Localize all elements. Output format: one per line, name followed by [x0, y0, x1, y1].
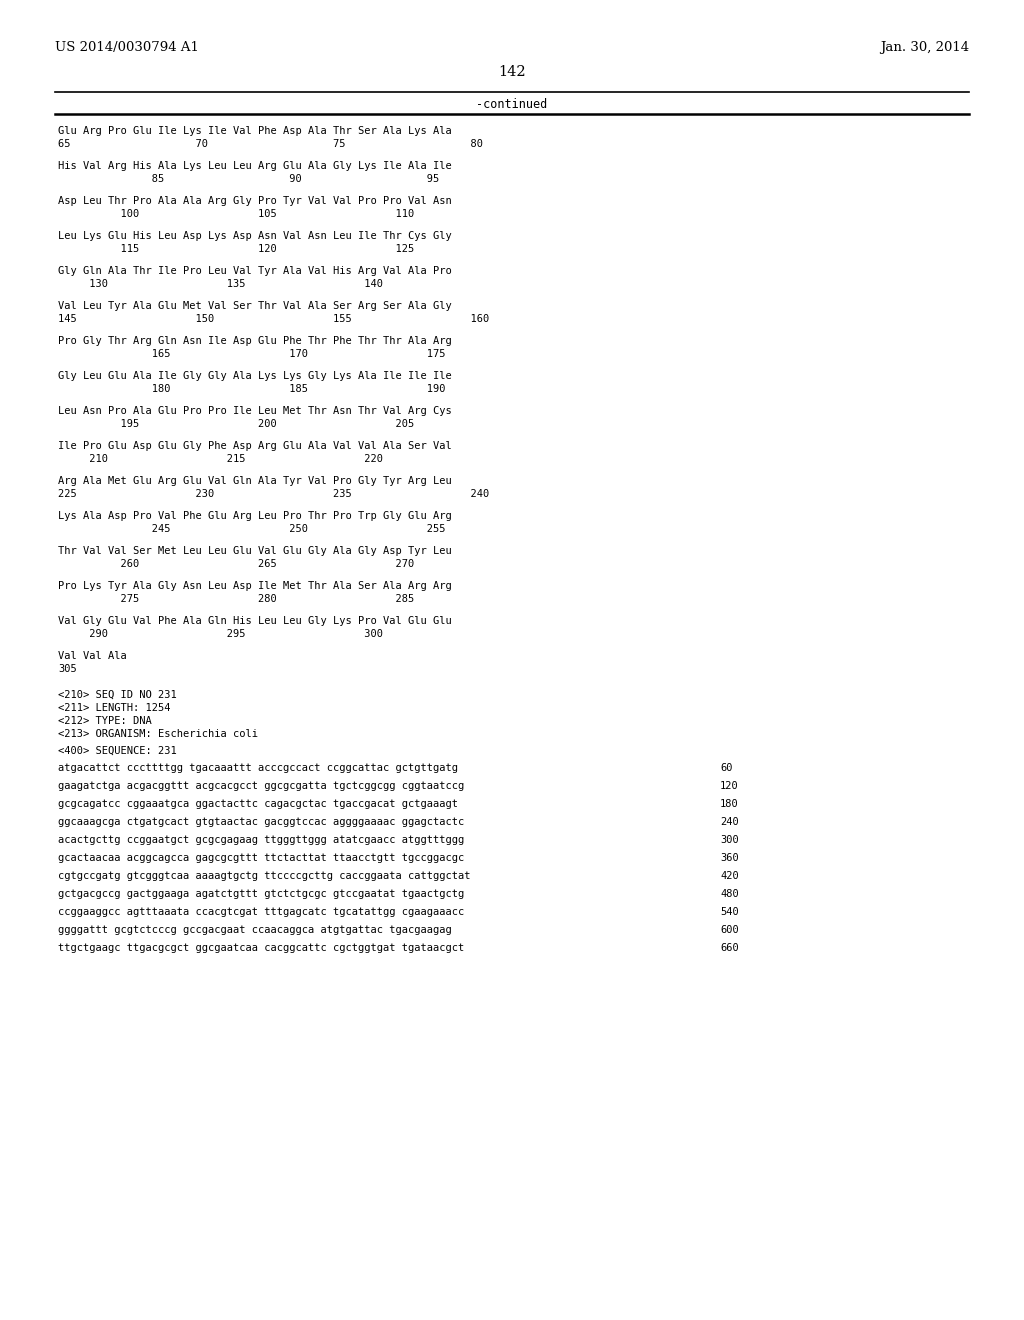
Text: Gly Gln Ala Thr Ile Pro Leu Val Tyr Ala Val His Arg Val Ala Pro: Gly Gln Ala Thr Ile Pro Leu Val Tyr Ala …: [58, 267, 452, 276]
Text: Leu Lys Glu His Leu Asp Lys Asp Asn Val Asn Leu Ile Thr Cys Gly: Leu Lys Glu His Leu Asp Lys Asp Asn Val …: [58, 231, 452, 242]
Text: Jan. 30, 2014: Jan. 30, 2014: [880, 41, 969, 54]
Text: 180                   185                   190: 180 185 190: [58, 384, 445, 393]
Text: ccggaaggcc agtttaaata ccacgtcgat tttgagcatc tgcatattgg cgaagaaacc: ccggaaggcc agtttaaata ccacgtcgat tttgagc…: [58, 907, 464, 917]
Text: 275                   280                   285: 275 280 285: [58, 594, 415, 605]
Text: Gly Leu Glu Ala Ile Gly Gly Ala Lys Lys Gly Lys Ala Ile Ile Ile: Gly Leu Glu Ala Ile Gly Gly Ala Lys Lys …: [58, 371, 452, 381]
Text: 480: 480: [720, 888, 738, 899]
Text: atgacattct cccttttgg tgacaaattt acccgccact ccggcattac gctgttgatg: atgacattct cccttttgg tgacaaattt acccgcca…: [58, 763, 458, 774]
Text: <211> LENGTH: 1254: <211> LENGTH: 1254: [58, 704, 171, 713]
Text: Asp Leu Thr Pro Ala Ala Arg Gly Pro Tyr Val Val Pro Pro Val Asn: Asp Leu Thr Pro Ala Ala Arg Gly Pro Tyr …: [58, 195, 452, 206]
Text: 290                   295                   300: 290 295 300: [58, 630, 383, 639]
Text: 130                   135                   140: 130 135 140: [58, 279, 383, 289]
Text: 245                   250                   255: 245 250 255: [58, 524, 445, 535]
Text: ggggattt gcgtctcccg gccgacgaat ccaacaggca atgtgattac tgacgaagag: ggggattt gcgtctcccg gccgacgaat ccaacaggc…: [58, 925, 452, 935]
Text: cgtgccgatg gtcgggtcaa aaaagtgctg ttccccgcttg caccggaata cattggctat: cgtgccgatg gtcgggtcaa aaaagtgctg ttccccg…: [58, 871, 470, 880]
Text: <400> SEQUENCE: 231: <400> SEQUENCE: 231: [58, 746, 177, 756]
Text: 420: 420: [720, 871, 738, 880]
Text: <210> SEQ ID NO 231: <210> SEQ ID NO 231: [58, 690, 177, 700]
Text: His Val Arg His Ala Lys Leu Leu Arg Glu Ala Gly Lys Ile Ala Ile: His Val Arg His Ala Lys Leu Leu Arg Glu …: [58, 161, 452, 172]
Text: Lys Ala Asp Pro Val Phe Glu Arg Leu Pro Thr Pro Trp Gly Glu Arg: Lys Ala Asp Pro Val Phe Glu Arg Leu Pro …: [58, 511, 452, 521]
Text: 145                   150                   155                   160: 145 150 155 160: [58, 314, 489, 323]
Text: Val Val Ala: Val Val Ala: [58, 651, 127, 661]
Text: 540: 540: [720, 907, 738, 917]
Text: 100                   105                   110: 100 105 110: [58, 209, 415, 219]
Text: Pro Lys Tyr Ala Gly Asn Leu Asp Ile Met Thr Ala Ser Ala Arg Arg: Pro Lys Tyr Ala Gly Asn Leu Asp Ile Met …: [58, 581, 452, 591]
Text: 120: 120: [720, 781, 738, 791]
Text: Leu Asn Pro Ala Glu Pro Pro Ile Leu Met Thr Asn Thr Val Arg Cys: Leu Asn Pro Ala Glu Pro Pro Ile Leu Met …: [58, 407, 452, 416]
Text: 600: 600: [720, 925, 738, 935]
Text: gaagatctga acgacggttt acgcacgcct ggcgcgatta tgctcggcgg cggtaatccg: gaagatctga acgacggttt acgcacgcct ggcgcga…: [58, 781, 464, 791]
Text: gcactaacaa acggcagcca gagcgcgttt ttctacttat ttaacctgtt tgccggacgc: gcactaacaa acggcagcca gagcgcgttt ttctact…: [58, 853, 464, 863]
Text: acactgcttg ccggaatgct gcgcgagaag ttgggttggg atatcgaacc atggtttggg: acactgcttg ccggaatgct gcgcgagaag ttgggtt…: [58, 836, 464, 845]
Text: gctgacgccg gactggaaga agatctgttt gtctctgcgc gtccgaatat tgaactgctg: gctgacgccg gactggaaga agatctgttt gtctctg…: [58, 888, 464, 899]
Text: Pro Gly Thr Arg Gln Asn Ile Asp Glu Phe Thr Phe Thr Thr Ala Arg: Pro Gly Thr Arg Gln Asn Ile Asp Glu Phe …: [58, 337, 452, 346]
Text: 210                   215                   220: 210 215 220: [58, 454, 383, 465]
Text: ttgctgaagc ttgacgcgct ggcgaatcaa cacggcattc cgctggtgat tgataacgct: ttgctgaagc ttgacgcgct ggcgaatcaa cacggca…: [58, 942, 464, 953]
Text: ggcaaagcga ctgatgcact gtgtaactac gacggtccac aggggaaaac ggagctactc: ggcaaagcga ctgatgcact gtgtaactac gacggtc…: [58, 817, 464, 828]
Text: Thr Val Val Ser Met Leu Leu Glu Val Glu Gly Ala Gly Asp Tyr Leu: Thr Val Val Ser Met Leu Leu Glu Val Glu …: [58, 546, 452, 556]
Text: Val Gly Glu Val Phe Ala Gln His Leu Leu Gly Lys Pro Val Glu Glu: Val Gly Glu Val Phe Ala Gln His Leu Leu …: [58, 616, 452, 626]
Text: 142: 142: [499, 65, 525, 79]
Text: 305: 305: [58, 664, 77, 675]
Text: 240: 240: [720, 817, 738, 828]
Text: Ile Pro Glu Asp Glu Gly Phe Asp Arg Glu Ala Val Val Ala Ser Val: Ile Pro Glu Asp Glu Gly Phe Asp Arg Glu …: [58, 441, 452, 451]
Text: 660: 660: [720, 942, 738, 953]
Text: 225                   230                   235                   240: 225 230 235 240: [58, 488, 489, 499]
Text: 195                   200                   205: 195 200 205: [58, 418, 415, 429]
Text: Val Leu Tyr Ala Glu Met Val Ser Thr Val Ala Ser Arg Ser Ala Gly: Val Leu Tyr Ala Glu Met Val Ser Thr Val …: [58, 301, 452, 312]
Text: gcgcagatcc cggaaatgca ggactacttc cagacgctac tgaccgacat gctgaaagt: gcgcagatcc cggaaatgca ggactacttc cagacgc…: [58, 799, 458, 809]
Text: US 2014/0030794 A1: US 2014/0030794 A1: [55, 41, 199, 54]
Text: 180: 180: [720, 799, 738, 809]
Text: 115                   120                   125: 115 120 125: [58, 244, 415, 253]
Text: 60: 60: [720, 763, 732, 774]
Text: 65                    70                    75                    80: 65 70 75 80: [58, 139, 483, 149]
Text: 85                    90                    95: 85 90 95: [58, 174, 439, 183]
Text: 300: 300: [720, 836, 738, 845]
Text: -continued: -continued: [476, 98, 548, 111]
Text: 165                   170                   175: 165 170 175: [58, 348, 445, 359]
Text: 260                   265                   270: 260 265 270: [58, 558, 415, 569]
Text: <212> TYPE: DNA: <212> TYPE: DNA: [58, 715, 152, 726]
Text: <213> ORGANISM: Escherichia coli: <213> ORGANISM: Escherichia coli: [58, 729, 258, 739]
Text: Glu Arg Pro Glu Ile Lys Ile Val Phe Asp Ala Thr Ser Ala Lys Ala: Glu Arg Pro Glu Ile Lys Ile Val Phe Asp …: [58, 125, 452, 136]
Text: Arg Ala Met Glu Arg Glu Val Gln Ala Tyr Val Pro Gly Tyr Arg Leu: Arg Ala Met Glu Arg Glu Val Gln Ala Tyr …: [58, 477, 452, 486]
Text: 360: 360: [720, 853, 738, 863]
